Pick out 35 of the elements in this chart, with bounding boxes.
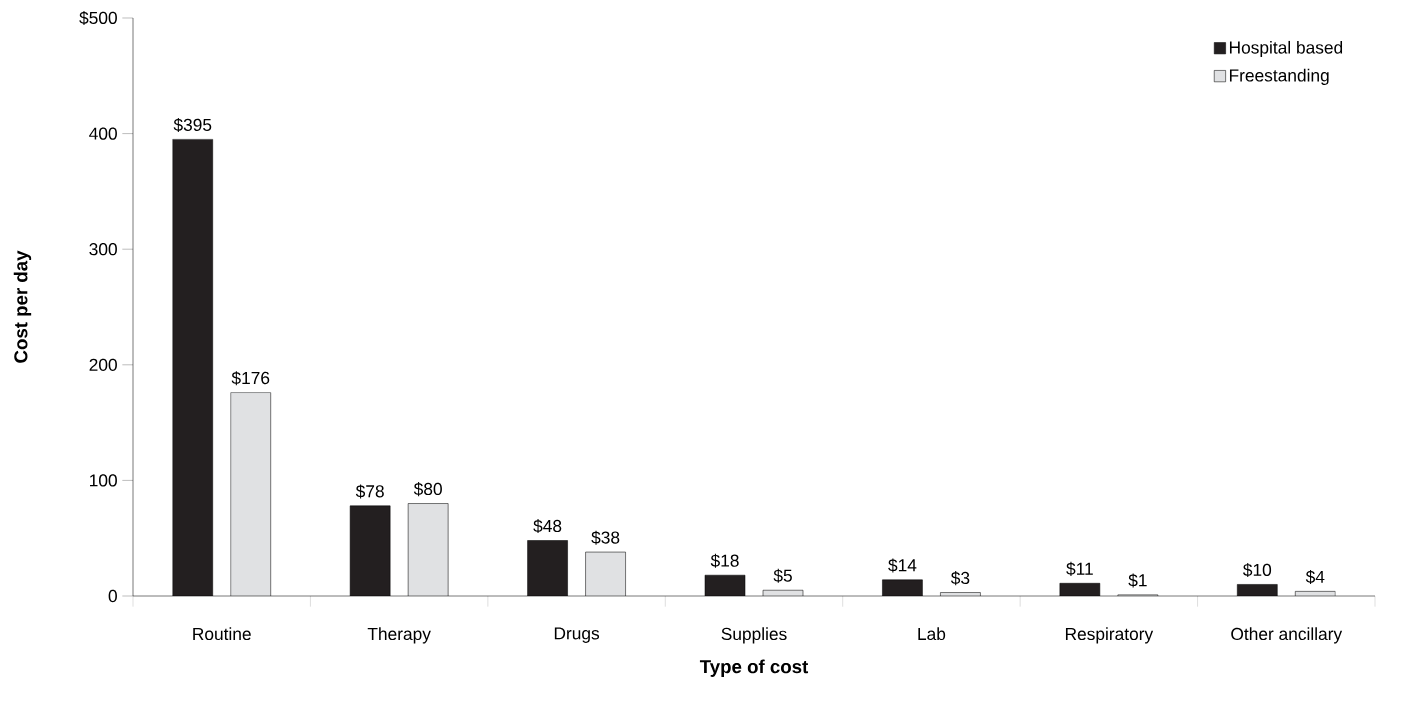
data-label: $176 <box>231 371 270 386</box>
data-label: $11 <box>1066 561 1093 576</box>
data-label: $80 <box>413 482 442 497</box>
y-tick-label: 400 <box>89 127 117 140</box>
data-label: $14 <box>888 558 917 573</box>
data-label: $3 <box>950 571 970 586</box>
x-tick-label: Lab <box>918 627 946 641</box>
y-tick-label: 100 <box>90 474 117 487</box>
y-tick-label: 300 <box>89 243 117 256</box>
data-label: $78 <box>355 484 384 499</box>
bar <box>172 139 213 596</box>
data-label: $48 <box>533 519 562 534</box>
data-label: $1 <box>1128 573 1147 588</box>
x-tick-label: Drugs <box>554 627 600 643</box>
data-label: $38 <box>591 530 620 545</box>
data-label: $5 <box>773 568 792 583</box>
legend-label: Hospital based <box>1229 40 1343 58</box>
x-tick-label: Other ancillary <box>1231 627 1343 644</box>
bar <box>350 505 391 596</box>
x-axis-title: Type of cost <box>699 659 809 677</box>
y-tick-label: 200 <box>89 358 117 371</box>
x-tick-label: Supplies <box>721 627 787 644</box>
y-tick-label: $500 <box>79 10 117 26</box>
x-tick-label: Therapy <box>367 627 431 644</box>
x-tick-label: Respiratory <box>1065 627 1154 644</box>
x-tick-label: Routine <box>193 627 251 641</box>
legend-label: Freestanding <box>1229 68 1329 85</box>
y-axis-title: Cost per day <box>13 250 32 363</box>
data-label: $4 <box>1305 569 1325 584</box>
data-label: $10 <box>1243 563 1272 578</box>
data-label: $18 <box>710 553 739 568</box>
data-label: $395 <box>173 117 212 132</box>
bar <box>527 540 568 596</box>
y-tick-label: 0 <box>108 589 117 603</box>
bar <box>882 579 923 596</box>
